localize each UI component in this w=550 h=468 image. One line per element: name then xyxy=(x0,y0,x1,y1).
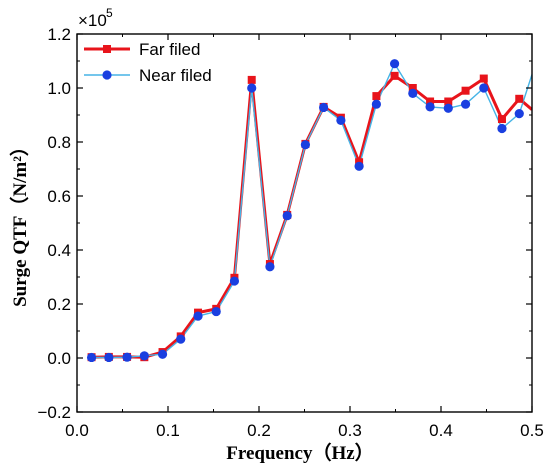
x-tick-label: 0.4 xyxy=(429,421,453,440)
axis-ticks: 0.0 0.1 0.2 0.3 0.4 0.5−0.20.00.20.40.60.81.0… xyxy=(37,25,543,440)
near-filed-point xyxy=(354,161,364,171)
y-tick-label: 0.6 xyxy=(47,187,71,206)
near-filed-point xyxy=(408,88,418,98)
far-filed-point xyxy=(479,74,488,83)
near-filed-point xyxy=(193,311,203,321)
legend-near-filed-label: Near filed xyxy=(139,66,212,85)
x-tick-label: 0.5 xyxy=(520,421,544,440)
far-filed-point xyxy=(390,71,399,80)
near-filed-point xyxy=(211,306,221,317)
near-filed-point xyxy=(443,103,453,113)
y-multiplier: ×10 5 xyxy=(78,6,113,30)
near-filed-point xyxy=(336,115,346,125)
x-tick-label: 0.2 xyxy=(247,421,271,440)
near-filed-point xyxy=(319,102,329,113)
y-multiplier-exponent: 5 xyxy=(106,6,113,20)
near-filed-point xyxy=(157,349,168,359)
y-tick-label: −0.2 xyxy=(37,403,71,422)
far-filed-point xyxy=(247,75,256,84)
near-filed-point xyxy=(300,140,311,150)
y-multiplier-base: ×10 xyxy=(78,11,107,30)
near-filed-point xyxy=(514,109,524,119)
legend-far-filed-label: Far filed xyxy=(139,40,200,59)
far-filed-point xyxy=(408,84,417,92)
y-tick-label: 0.8 xyxy=(47,133,71,152)
near-filed-point xyxy=(102,70,112,80)
near-filed-point xyxy=(282,211,292,221)
near-filed-point xyxy=(247,83,257,93)
near-filed-point xyxy=(389,59,400,69)
near-filed-point xyxy=(104,352,114,363)
far-filed-point xyxy=(515,94,524,103)
near-filed-point xyxy=(122,352,132,362)
y-tick-label: 0.0 xyxy=(47,349,71,368)
far-filed-point xyxy=(461,86,470,95)
near-filed-point xyxy=(425,102,435,112)
near-filed-point xyxy=(479,83,489,93)
x-tick-label: 0.3 xyxy=(338,421,362,440)
x-tick-label: 0.0 xyxy=(65,421,89,440)
near-filed-point xyxy=(371,99,381,109)
x-axis-title: Frequency（Hz） xyxy=(226,441,373,464)
plot-content xyxy=(86,59,532,363)
series-group xyxy=(86,59,532,363)
far-filed-point xyxy=(426,97,435,106)
legend: Far filed Near filed xyxy=(84,40,212,85)
far-filed-line xyxy=(91,74,532,359)
y-axis-title: Surge QTF（N/m²） xyxy=(8,137,31,307)
near-filed-point xyxy=(86,352,97,363)
y-tick-label: 0.4 xyxy=(47,241,71,260)
near-filed-point xyxy=(176,334,186,344)
near-filed-point xyxy=(460,99,471,109)
y-tick-label: 1.2 xyxy=(47,25,71,44)
y-tick-label: 0.2 xyxy=(47,295,71,314)
near-filed-point xyxy=(265,262,275,272)
far-filed-point xyxy=(497,115,506,124)
near-filed-point xyxy=(229,276,240,286)
near-filed-point xyxy=(497,123,507,134)
far-filed-point xyxy=(444,97,453,106)
near-filed-point xyxy=(139,351,149,361)
x-tick-label: 0.1 xyxy=(156,421,180,440)
far-filed-point xyxy=(372,92,381,101)
y-tick-label: 1.0 xyxy=(47,79,71,98)
far-filed-point xyxy=(103,45,111,53)
